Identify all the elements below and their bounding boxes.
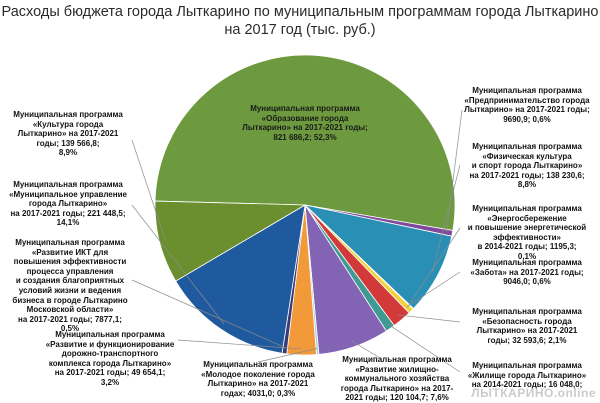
slice-label-care: Муниципальная программа «Забота» на 2017… bbox=[470, 258, 584, 287]
slice-label-communal: Муниципальная программа «Развитие жилищн… bbox=[340, 355, 454, 403]
leader-line-roads bbox=[177, 339, 302, 350]
leader-line-housing bbox=[386, 323, 461, 373]
pie-slice-education bbox=[154, 54, 456, 231]
slice-label-youth: Муниципальная программа «Молодое поколен… bbox=[201, 360, 315, 398]
leader-line-care bbox=[406, 271, 461, 308]
slice-label-education: Муниципальная программа «Образование гор… bbox=[242, 104, 368, 142]
slice-label-business: Муниципальная программа «Предприниматель… bbox=[464, 86, 590, 124]
leader-line-business bbox=[446, 109, 463, 233]
leader-line-admin bbox=[131, 204, 225, 325]
leader-line-youth bbox=[257, 348, 318, 363]
pie-slice-sport bbox=[303, 204, 453, 310]
pie-slices bbox=[154, 54, 456, 356]
leader-line-ikt bbox=[131, 279, 286, 348]
leader-line-energy bbox=[408, 227, 461, 305]
leader-line-communal bbox=[351, 340, 381, 359]
leader-lines bbox=[131, 109, 463, 373]
watermark: ЛЫТКАРИНО.online bbox=[471, 386, 596, 400]
slice-label-culture: Муниципальная программа «Культура города… bbox=[13, 110, 123, 158]
pie-slice-culture bbox=[154, 200, 307, 282]
leader-line-sport bbox=[431, 164, 461, 273]
leader-line-safety bbox=[397, 314, 461, 323]
slice-label-ikt: Муниципальная программа «Развитие ИКТ дл… bbox=[12, 238, 128, 334]
slice-label-admin: Муниципальная программа «Муниципальное у… bbox=[9, 180, 127, 228]
slice-label-roads: Муниципальная программа «Развитие и функ… bbox=[45, 330, 175, 387]
chart-title-line-2: на 2017 год (тыс. руб.) bbox=[224, 22, 376, 38]
slice-label-sport: Муниципальная программа «Физическая куль… bbox=[469, 142, 585, 190]
slice-label-safety: Муниципальная программа «Безопасность го… bbox=[472, 307, 582, 345]
slice-label-energy: Муниципальная программа «Энергосбережени… bbox=[467, 204, 587, 261]
chart-title: Расходы бюджета города Лыткарино по муни… bbox=[0, 3, 600, 39]
pie-slice-admin bbox=[175, 204, 306, 354]
slice-label-housing: Муниципальная программа «Жилище города Л… bbox=[467, 361, 587, 390]
chart-title-line-1: Расходы бюджета города Лыткарино по муни… bbox=[1, 4, 599, 20]
leader-line-culture bbox=[131, 139, 166, 242]
